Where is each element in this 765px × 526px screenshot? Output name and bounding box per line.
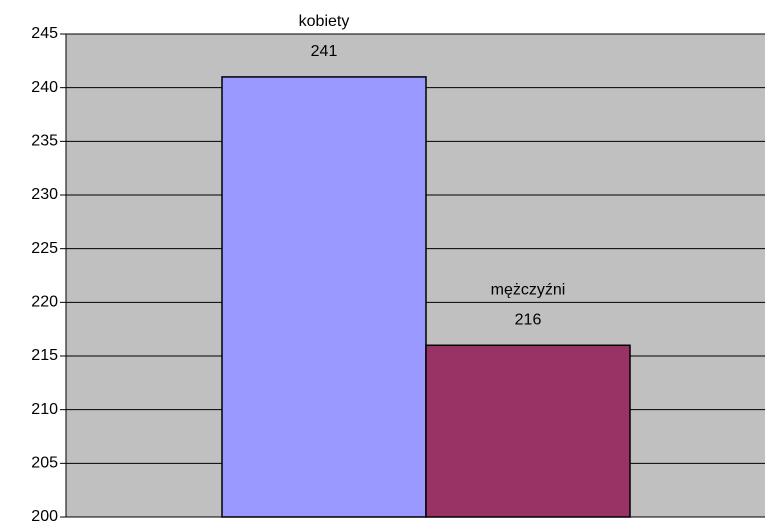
value-label: 241	[311, 43, 338, 60]
y-tick-label: 215	[31, 347, 58, 364]
y-tick-label: 210	[31, 401, 58, 418]
value-label: 216	[515, 311, 542, 328]
y-tick-label: 230	[31, 186, 58, 203]
series-label: kobiety	[299, 13, 350, 30]
y-tick-label: 245	[31, 25, 58, 42]
series-label: mężczyźni	[491, 281, 566, 298]
y-tick-label: 225	[31, 240, 58, 257]
y-tick-label: 240	[31, 79, 58, 96]
y-tick-label: 205	[31, 455, 58, 472]
y-tick-label: 220	[31, 294, 58, 311]
bar	[425, 344, 631, 518]
bar	[221, 76, 427, 518]
y-tick-label: 235	[31, 133, 58, 150]
y-tick-label: 200	[31, 508, 58, 525]
